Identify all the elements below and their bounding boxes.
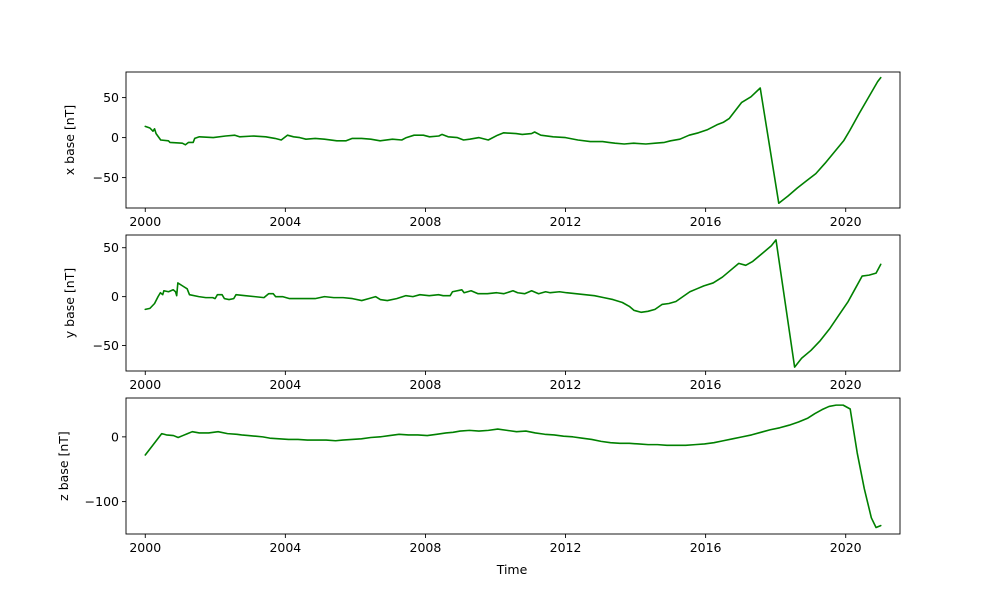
x-tick-label: 2000 bbox=[129, 540, 161, 555]
x-tick-label: 2016 bbox=[690, 540, 722, 555]
subplot-z-series-line bbox=[144, 404, 882, 529]
x-tick-label: 2020 bbox=[830, 377, 862, 392]
subplot-y-x-ticks: 2000 2004 2008 2012 2016 2020 bbox=[129, 371, 862, 392]
y-tick-label: −50 bbox=[93, 338, 119, 353]
x-tick-label: 2012 bbox=[550, 214, 582, 229]
subplot-y: 2000 2004 2008 2012 2016 2020 50 0 −50 y base [… bbox=[62, 234, 901, 392]
x-tick-label: 2012 bbox=[550, 377, 582, 392]
x-tick-label: 2020 bbox=[830, 214, 862, 229]
x-tick-label: 2000 bbox=[129, 214, 161, 229]
x-tick-label: 2004 bbox=[269, 377, 301, 392]
x-tick-label: 2016 bbox=[690, 214, 722, 229]
subplot-x-x-ticks: 2000 2004 2008 2012 2016 2020 bbox=[129, 208, 862, 229]
subplot-x: 2000 2004 2008 2012 2016 2020 50 0 −50 x base [… bbox=[62, 71, 901, 229]
x-tick-label: 2020 bbox=[830, 540, 862, 555]
y-tick-label: −50 bbox=[93, 170, 119, 185]
x-tick-label: 2008 bbox=[410, 540, 442, 555]
x-tick-label: 2008 bbox=[410, 214, 442, 229]
subplot-y-y-axis-label: y base [nT] bbox=[62, 268, 77, 338]
x-tick-label: 2008 bbox=[410, 377, 442, 392]
subplot-x-y-ticks: 50 0 −50 bbox=[93, 90, 126, 185]
y-tick-label: 50 bbox=[103, 90, 119, 105]
subplot-z-x-ticks: 2000 2004 2008 2012 2016 2020 bbox=[129, 534, 862, 555]
subplot-y-series-line bbox=[144, 239, 882, 368]
y-tick-label: 50 bbox=[103, 240, 119, 255]
subplot-x-series-line bbox=[144, 76, 882, 204]
x-tick-label: 2016 bbox=[690, 377, 722, 392]
y-tick-label: −100 bbox=[85, 494, 119, 509]
x-axis-label: Time bbox=[496, 562, 528, 577]
x-tick-label: 2000 bbox=[129, 377, 161, 392]
subplot-z-frame bbox=[125, 397, 901, 535]
y-tick-label: 0 bbox=[111, 289, 119, 304]
subplot-x-y-axis-label: x base [nT] bbox=[62, 105, 77, 175]
subplot-y-frame bbox=[125, 234, 901, 372]
subplot-z-y-axis-label: z base [nT] bbox=[56, 431, 71, 501]
y-tick-label: 0 bbox=[111, 130, 119, 145]
x-tick-label: 2004 bbox=[269, 540, 301, 555]
subplot-x-frame bbox=[125, 71, 901, 209]
subplot-y-y-ticks: 50 0 −50 bbox=[93, 240, 126, 353]
subplot-z-y-ticks: 0 −100 bbox=[85, 429, 126, 509]
subplot-z: 2000 2004 2008 2012 2016 2020 0 −100 z base [n… bbox=[56, 397, 901, 555]
x-tick-label: 2004 bbox=[269, 214, 301, 229]
y-tick-label: 0 bbox=[111, 429, 119, 444]
x-tick-label: 2012 bbox=[550, 540, 582, 555]
